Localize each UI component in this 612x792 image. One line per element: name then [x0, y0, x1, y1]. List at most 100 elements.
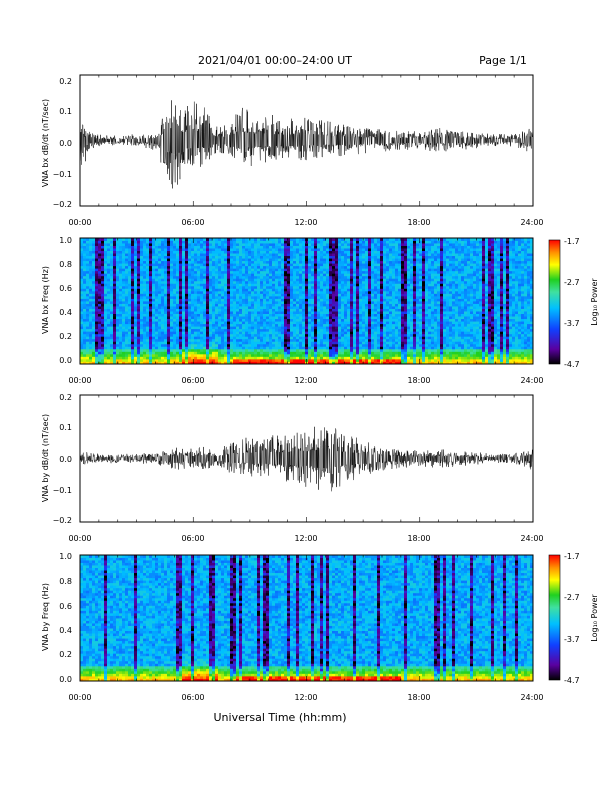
heatmap-cell [293, 240, 297, 244]
heatmap-cell [245, 361, 249, 365]
heatmap-cell [350, 250, 354, 254]
heatmap-cell [125, 293, 129, 297]
heatmap-cell [284, 353, 288, 357]
heatmap-cell [347, 250, 351, 254]
heatmap-cell [266, 343, 270, 347]
heatmap-cell [167, 308, 171, 312]
heatmap-cell [185, 250, 189, 254]
heatmap-cell [284, 253, 288, 257]
heatmap-cell [254, 353, 258, 357]
heatmap-cell [233, 248, 237, 251]
heatmap-cell [242, 253, 246, 257]
heatmap-cell [242, 263, 246, 267]
heatmap-cell [263, 283, 267, 287]
heatmap-cell [251, 273, 255, 277]
heatmap-cell [80, 270, 84, 274]
heatmap-cell [227, 358, 231, 362]
heatmap-cell [122, 351, 126, 355]
heatmap-cell [173, 306, 177, 309]
heatmap-cell [140, 278, 144, 282]
heatmap-cell [296, 311, 300, 314]
heatmap-cell [275, 331, 279, 335]
heatmap-cell [269, 260, 273, 264]
heatmap-cell [320, 260, 324, 264]
heatmap-cell [137, 278, 141, 282]
heatmap-cell [221, 260, 225, 264]
heatmap-cell [284, 313, 288, 317]
heatmap-cell [347, 270, 351, 274]
heatmap-cell [239, 348, 243, 352]
heatmap-cell [272, 280, 276, 284]
heatmap-cell [179, 316, 183, 320]
heatmap-cell [89, 331, 93, 335]
heatmap-cell [83, 343, 87, 347]
heatmap-cell [230, 288, 234, 292]
heatmap-cell [119, 275, 123, 279]
heatmap-cell [146, 328, 150, 332]
heatmap-cell [299, 248, 303, 251]
heatmap-cell [143, 341, 147, 345]
heatmap-cell [137, 253, 141, 257]
heatmap-cell [146, 260, 150, 264]
heatmap-cell [176, 316, 180, 320]
heatmap-cell [335, 260, 339, 264]
heatmap-cell [290, 293, 294, 297]
heatmap-cell [116, 253, 120, 257]
heatmap-cell [284, 326, 288, 330]
heatmap-cell [209, 326, 213, 330]
heatmap-cell [179, 323, 183, 327]
heatmap-cell [287, 311, 291, 314]
heatmap-cell [311, 306, 315, 309]
heatmap-cell [320, 343, 324, 347]
heatmap-cell [212, 270, 216, 274]
heatmap-cell [80, 323, 84, 327]
heatmap-cell [83, 293, 87, 297]
heatmap-cell [275, 275, 279, 279]
heatmap-cell [116, 260, 120, 264]
heatmap-cell [266, 240, 270, 244]
heatmap-cell [236, 301, 240, 304]
heatmap-cell [308, 331, 312, 335]
heatmap-cell [287, 250, 291, 254]
heatmap-cell [116, 333, 120, 337]
heatmap-cell [242, 333, 246, 337]
heatmap-cell [227, 316, 231, 320]
heatmap-cell [182, 301, 186, 304]
heatmap-cell [155, 361, 159, 365]
heatmap-cell [113, 273, 117, 277]
heatmap-cell [233, 253, 237, 257]
heatmap-cell [329, 260, 333, 264]
heatmap-cell [269, 348, 273, 352]
heatmap-cell [317, 288, 321, 292]
heatmap-cell [353, 240, 357, 244]
heatmap-cell [182, 321, 186, 325]
heatmap-cell [251, 290, 255, 294]
heatmap-cell [320, 356, 324, 360]
heatmap-cell [350, 248, 354, 251]
heatmap-cell [308, 270, 312, 274]
heatmap-cell [122, 278, 126, 282]
heatmap-cell [233, 358, 237, 362]
heatmap-cell [209, 328, 213, 332]
heatmap-cell [284, 308, 288, 312]
heatmap-cell [185, 240, 189, 244]
heatmap-cell [314, 308, 318, 312]
heatmap-cell [242, 298, 246, 302]
heatmap-cell [326, 348, 330, 352]
heatmap-cell [149, 283, 153, 287]
heatmap-cell [128, 326, 132, 330]
heatmap-cell [131, 295, 135, 299]
heatmap-cell [329, 333, 333, 337]
heatmap-cell [269, 316, 273, 320]
heatmap-cell [323, 258, 327, 262]
heatmap-cell [347, 333, 351, 337]
heatmap-cell [353, 328, 357, 332]
heatmap-cell [158, 356, 162, 360]
heatmap-cell [347, 295, 351, 299]
heatmap-cell [335, 301, 339, 304]
heatmap-cell [197, 356, 201, 360]
heatmap-cell [344, 303, 348, 307]
heatmap-cell [350, 328, 354, 332]
heatmap-cell [281, 250, 285, 254]
heatmap-cell [125, 248, 129, 251]
